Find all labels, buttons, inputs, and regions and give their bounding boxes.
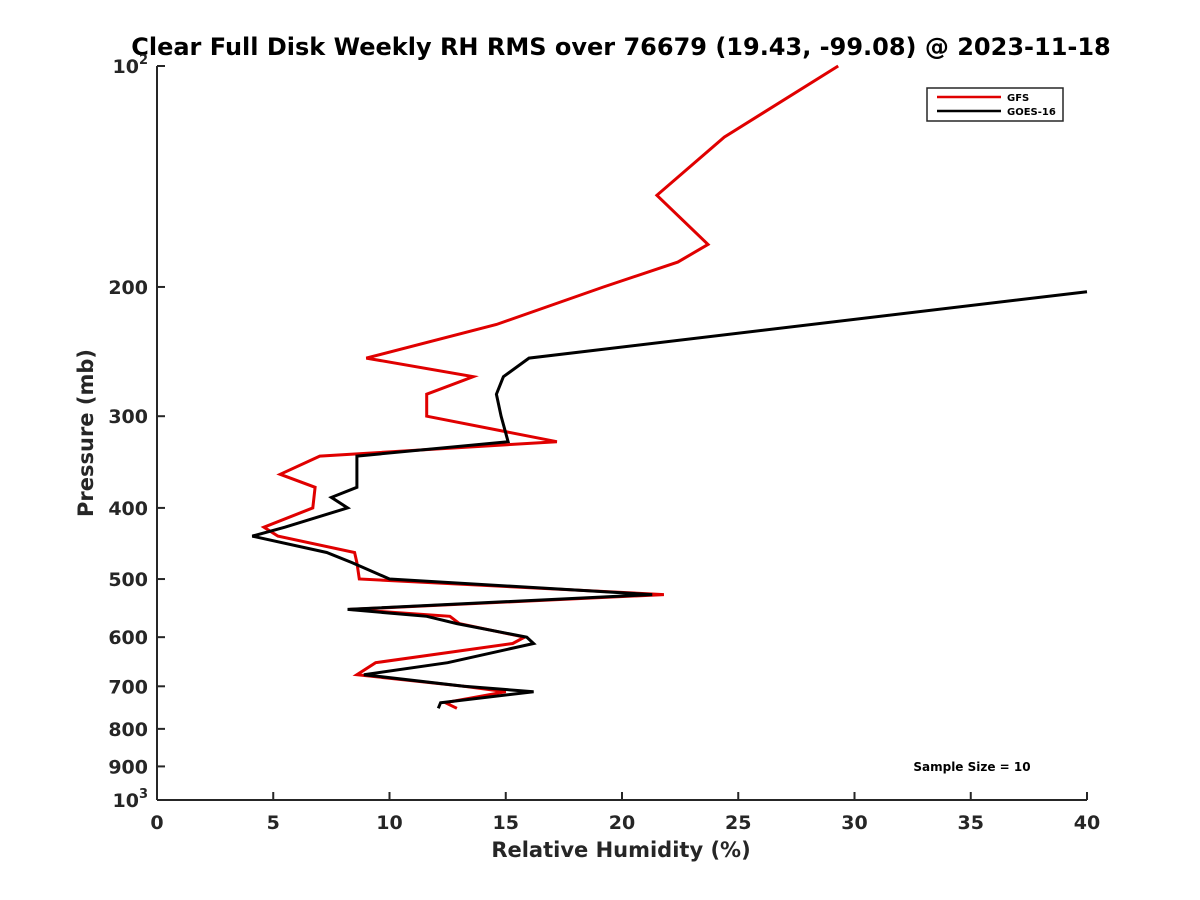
y-axis-label: Pressure (mb) xyxy=(74,349,98,517)
series-layer xyxy=(251,64,1088,710)
chart-title: Clear Full Disk Weekly RH RMS over 76679… xyxy=(131,33,1111,61)
x-tick-label: 30 xyxy=(841,812,867,834)
x-tick-label: 35 xyxy=(958,812,984,834)
x-tick-label: 5 xyxy=(267,812,280,834)
y-tick-label: 103 xyxy=(113,787,149,812)
y-tick-label: 400 xyxy=(108,498,148,520)
legend-label-gfs: GFS xyxy=(1007,93,1029,104)
y-tick-label: 600 xyxy=(108,627,148,649)
series-line-goes16 xyxy=(251,290,1088,709)
x-tick-label: 20 xyxy=(609,812,635,834)
y-tick-label: 102 xyxy=(113,53,149,78)
x-tick-label: 0 xyxy=(150,812,163,834)
x-tick-label: 15 xyxy=(493,812,519,834)
y-tick-label: 700 xyxy=(108,676,148,698)
x-axis-label: Relative Humidity (%) xyxy=(491,838,750,862)
x-tick-label: 25 xyxy=(725,812,751,834)
y-ticks: 102 200 300 400 500 600 700 800 900 103 xyxy=(108,53,165,812)
x-ticks: 0 5 10 15 20 25 30 35 40 xyxy=(150,792,1100,834)
y-tick-label: 500 xyxy=(108,569,148,591)
series-line-gfs xyxy=(260,64,839,710)
y-tick-label: 900 xyxy=(108,756,148,778)
x-tick-label: 40 xyxy=(1074,812,1100,834)
y-tick-label: 200 xyxy=(108,277,148,299)
legend-box xyxy=(926,87,1064,122)
y-tick-label: 800 xyxy=(108,719,148,741)
sample-size-annotation: Sample Size = 10 xyxy=(913,760,1030,774)
y-tick-label: 300 xyxy=(108,406,148,428)
legend-label-goes16: GOES-16 xyxy=(1007,107,1056,118)
legend: GFS GOES-16 xyxy=(926,87,1064,122)
x-tick-label: 10 xyxy=(376,812,402,834)
